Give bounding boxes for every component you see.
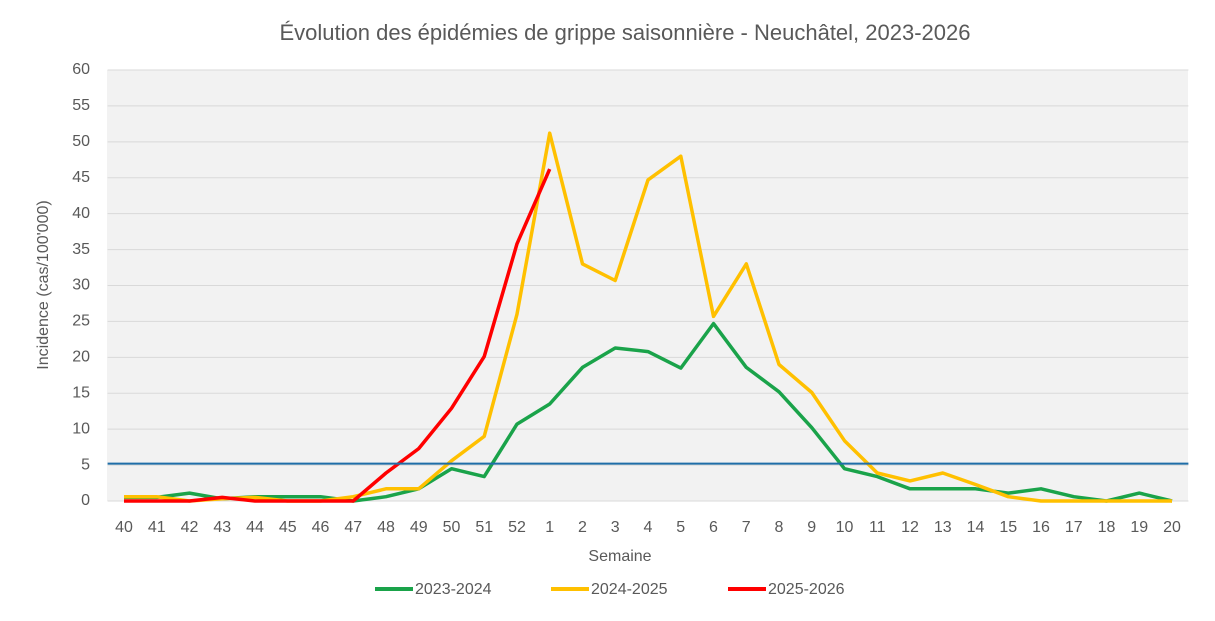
x-tick-label: 46	[312, 519, 330, 536]
x-tick-label: 5	[676, 519, 685, 536]
x-tick-label: 14	[967, 519, 985, 536]
x-tick-label: 6	[709, 519, 718, 536]
x-tick-label: 12	[901, 519, 919, 536]
x-tick-label: 18	[1098, 519, 1116, 536]
x-tick-label: 15	[999, 519, 1017, 536]
x-tick-label: 41	[148, 519, 166, 536]
y-tick-label: 55	[72, 97, 90, 114]
x-tick-label: 47	[344, 519, 362, 536]
x-tick-label: 2	[578, 519, 587, 536]
y-tick-label: 25	[72, 313, 90, 330]
x-tick-label: 9	[807, 519, 816, 536]
y-tick-label: 0	[81, 492, 90, 509]
x-tick-label: 51	[475, 519, 493, 536]
y-axis-label: Incidence (cas/100'000)	[35, 200, 52, 369]
x-tick-label: 4	[644, 519, 653, 536]
y-tick-label: 20	[72, 349, 90, 366]
x-axis-label: Semaine	[588, 548, 651, 565]
x-tick-label: 45	[279, 519, 297, 536]
x-tick-label: 11	[869, 519, 886, 536]
x-tick-label: 43	[213, 519, 231, 536]
x-tick-label: 3	[611, 519, 620, 536]
y-tick-label: 10	[72, 420, 90, 437]
y-tick-label: 35	[72, 241, 90, 258]
x-tick-label: 44	[246, 519, 264, 536]
x-tick-label: 52	[508, 519, 526, 536]
x-tick-label: 8	[775, 519, 784, 536]
y-tick-label: 60	[72, 61, 90, 78]
legend-label: 2024-2025	[591, 581, 668, 598]
x-tick-label: 7	[742, 519, 751, 536]
y-tick-label: 30	[72, 277, 90, 294]
x-tick-label: 20	[1163, 519, 1181, 536]
legend-label: 2023-2024	[415, 581, 492, 598]
x-tick-label: 50	[443, 519, 461, 536]
x-tick-label: 10	[836, 519, 854, 536]
chart-title: Évolution des épidémies de grippe saison…	[279, 20, 970, 45]
x-tick-label: 49	[410, 519, 428, 536]
x-tick-label: 48	[377, 519, 395, 536]
x-tick-label: 17	[1065, 519, 1083, 536]
x-tick-label: 16	[1032, 519, 1050, 536]
y-tick-label: 5	[81, 456, 90, 473]
x-tick-label: 1	[545, 519, 554, 536]
y-tick-label: 50	[72, 133, 90, 150]
y-tick-label: 15	[72, 384, 90, 401]
y-tick-label: 40	[72, 205, 90, 222]
x-tick-label: 42	[181, 519, 199, 536]
x-tick-label: 40	[115, 519, 133, 536]
x-tick-label: 13	[934, 519, 952, 536]
legend-label: 2025-2026	[768, 581, 845, 598]
y-tick-label: 45	[72, 169, 90, 186]
x-tick-label: 19	[1130, 519, 1148, 536]
series-line	[124, 168, 552, 503]
